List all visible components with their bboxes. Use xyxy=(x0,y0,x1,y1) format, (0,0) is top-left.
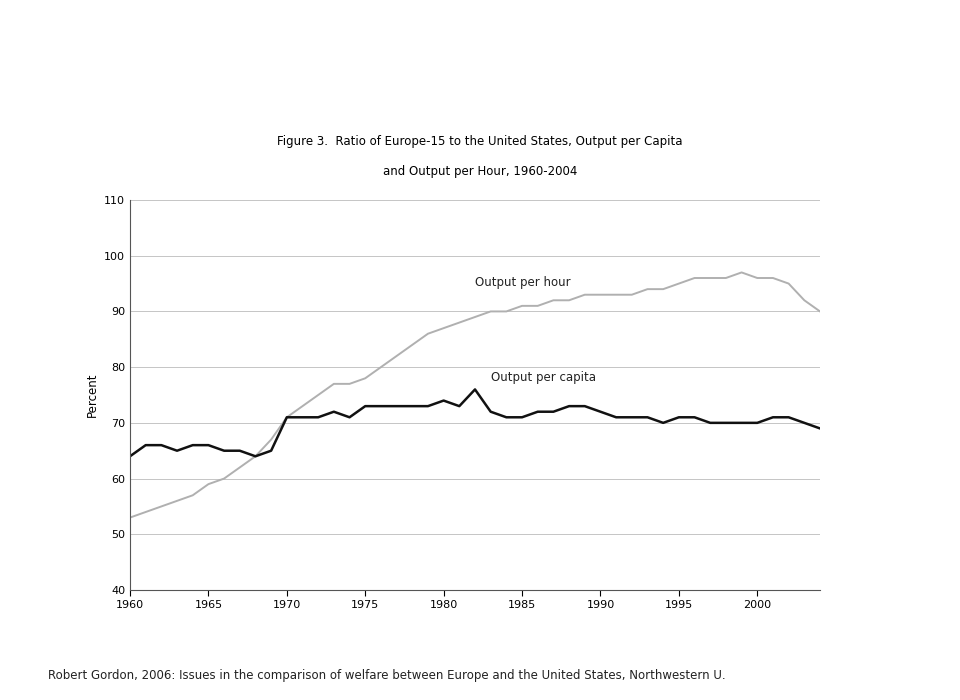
Text: Figure 3.  Ratio of Europe-15 to the United States, Output per Capita: Figure 3. Ratio of Europe-15 to the Unit… xyxy=(277,135,683,148)
Text: Output per capita: Output per capita xyxy=(491,371,596,384)
Text: Output per hour: Output per hour xyxy=(475,276,570,289)
Text: and Output per Hour, 1960-2004: and Output per Hour, 1960-2004 xyxy=(383,165,577,178)
Text: Robert Gordon, 2006: Issues in the comparison of welfare between Europe and the : Robert Gordon, 2006: Issues in the compa… xyxy=(48,669,726,682)
Text: BNP och BNP/timme: BNP och BNP/timme xyxy=(24,27,368,56)
Y-axis label: Percent: Percent xyxy=(85,372,99,417)
